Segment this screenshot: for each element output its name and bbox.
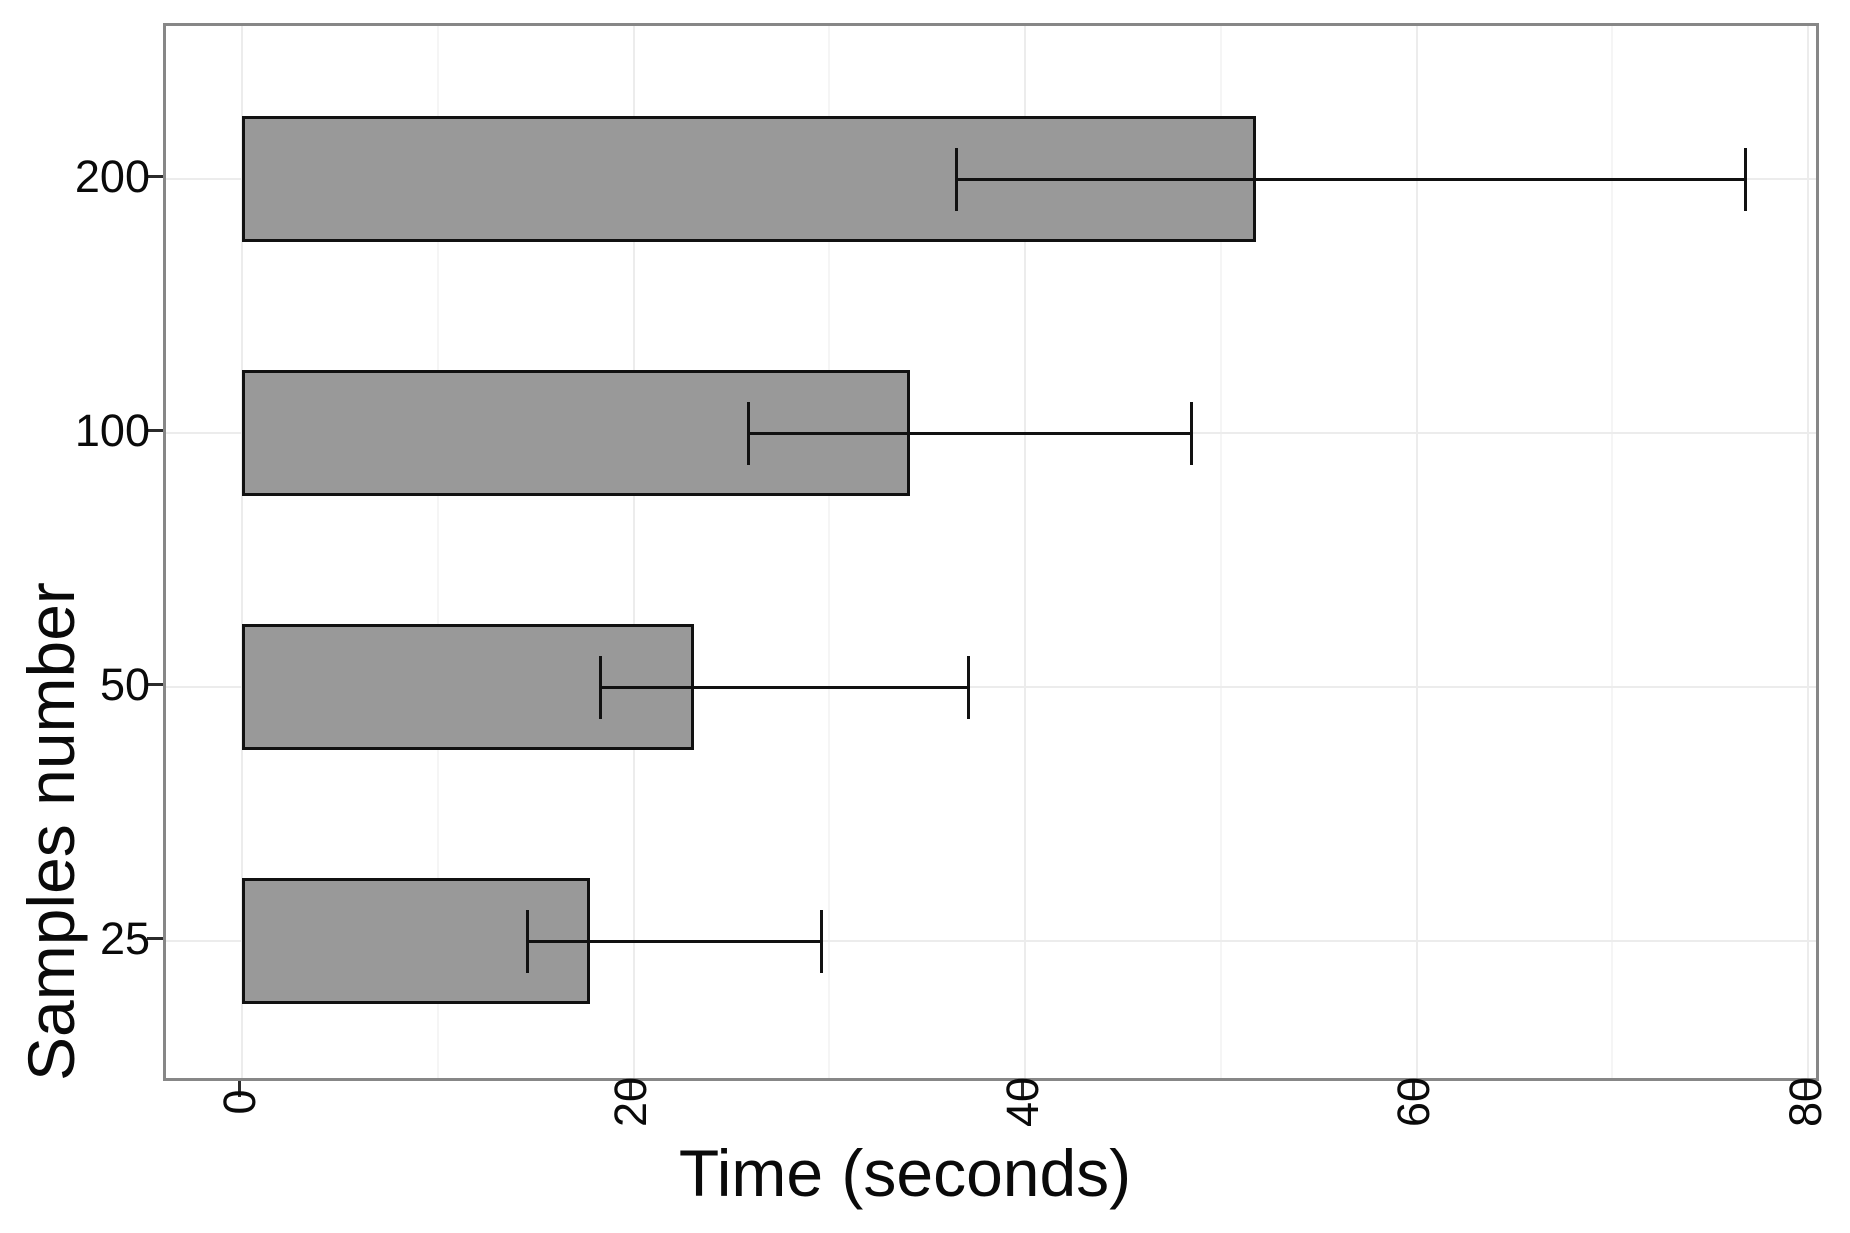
- minor-gridline: [1219, 26, 1222, 1078]
- x-axis-tick: [629, 1081, 632, 1097]
- x-axis-tick: [1412, 1081, 1415, 1097]
- minor-gridline: [828, 26, 831, 1078]
- x-tick-label: 40: [996, 1076, 1048, 1128]
- x-tick-label: 20: [605, 1076, 656, 1128]
- x-axis-tick: [237, 1081, 241, 1097]
- errorbar-cap-high-200: [1743, 147, 1747, 211]
- x-tick-label: 60: [1388, 1076, 1439, 1128]
- major-gridline: [241, 26, 243, 1078]
- y-tick-label: 50: [99, 659, 150, 710]
- minor-gridline: [436, 26, 439, 1078]
- plot-panel: [163, 23, 1819, 1081]
- y-axis-tick: [147, 428, 163, 432]
- x-axis-tick: [1020, 1081, 1024, 1097]
- x-axis-tick: [1803, 1081, 1807, 1097]
- major-gridline: [1024, 26, 1026, 1078]
- errorbar-cap-low-50: [598, 655, 602, 719]
- errorbar-cap-high-25: [819, 909, 823, 973]
- y-axis-tick: [147, 682, 163, 686]
- y-axis-tick: [147, 174, 163, 178]
- x-tick-label: 0: [213, 1089, 265, 1115]
- errorbar-line-50: [600, 685, 969, 689]
- category-gridline: [166, 940, 1816, 942]
- minor-gridline: [1611, 26, 1614, 1078]
- errorbar-line-100: [748, 431, 1192, 435]
- errorbar-cap-high-100: [1189, 401, 1193, 465]
- errorbar-cap-low-25: [526, 909, 530, 973]
- category-gridline: [166, 686, 1816, 688]
- errorbar-line-25: [527, 939, 822, 943]
- y-tick-label: 200: [74, 151, 150, 202]
- y-axis-tick: [147, 936, 163, 940]
- y-tick-label: 25: [99, 913, 150, 964]
- x-tick-label: 80: [1779, 1076, 1831, 1128]
- errorbar-cap-low-200: [954, 147, 958, 211]
- major-gridline: [632, 26, 635, 1078]
- major-gridline: [1415, 26, 1418, 1078]
- errorbar-cap-high-50: [966, 655, 970, 719]
- errorbar-line-200: [956, 177, 1746, 181]
- y-tick-label: 100: [74, 405, 150, 456]
- x-axis-title: Time (seconds): [678, 1136, 1132, 1210]
- major-gridline: [1807, 26, 1809, 1078]
- errorbar-cap-low-100: [747, 401, 751, 465]
